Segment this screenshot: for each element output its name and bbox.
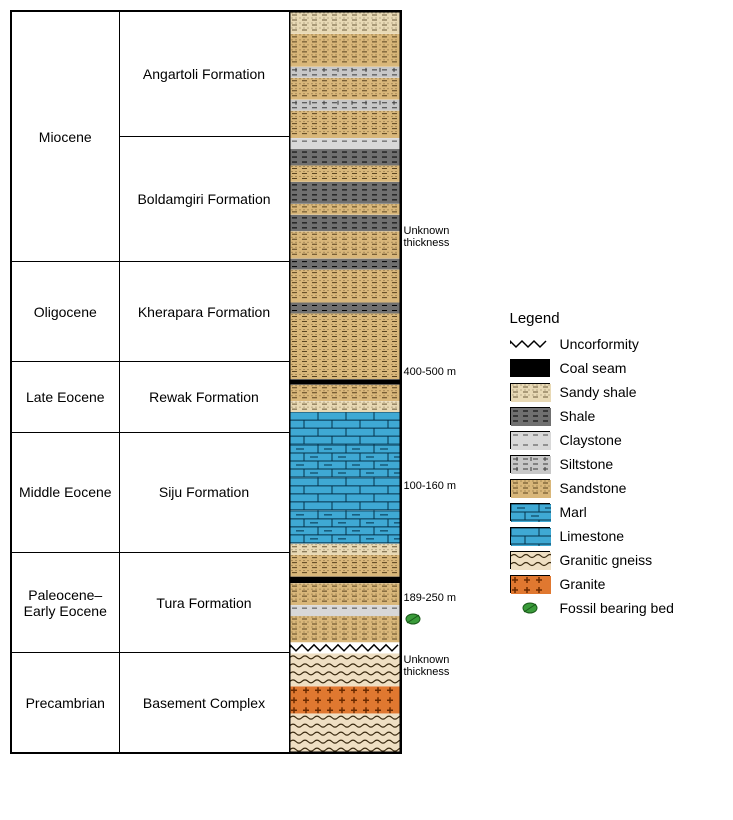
thickness-label: 400-500 m — [404, 366, 457, 378]
legend-swatch-shale — [510, 407, 550, 425]
legend-label: Siltstone — [560, 456, 614, 472]
thickness-column: Unknown thickness 400-500 m 100-160 m 189-2… — [402, 10, 472, 750]
legend-item: Sandstone — [510, 479, 674, 497]
legend-swatch-coal — [510, 359, 550, 377]
legend-swatch-limestone — [510, 527, 550, 545]
legend-label: Uncorformity — [560, 336, 639, 352]
formation-cell: Siju Formation — [119, 432, 289, 552]
legend-label: Claystone — [560, 432, 622, 448]
legend-label: Marl — [560, 504, 587, 520]
legend-label: Sandy shale — [560, 384, 637, 400]
legend-item: Fossil bearing bed — [510, 599, 674, 617]
stratigraphic-column-figure: MioceneAngartoli FormationBoldamgiri For… — [10, 10, 723, 754]
lithology-cell — [289, 11, 401, 753]
legend-label: Granitic gneiss — [560, 552, 653, 568]
legend-item: Claystone — [510, 431, 674, 449]
thickness-label: Unknown thickness — [404, 225, 450, 249]
formation-cell: Kherapara Formation — [119, 262, 289, 362]
legend-item: Sandy shale — [510, 383, 674, 401]
legend-item: Uncorformity — [510, 335, 674, 353]
formation-cell: Boldamgiri Formation — [119, 136, 289, 261]
legend-item: Shale — [510, 407, 674, 425]
thickness-label: 189-250 m — [404, 592, 457, 604]
legend-label: Fossil bearing bed — [560, 600, 674, 616]
legend: Legend Uncorformity Coal seam Sandy shale S… — [510, 310, 674, 623]
legend-item: Limestone — [510, 527, 674, 545]
legend-swatch-granitic_gneiss — [510, 551, 550, 569]
legend-swatch-siltstone — [510, 455, 550, 473]
formation-cell: Rewak Formation — [119, 362, 289, 432]
legend-swatch-claystone — [510, 431, 550, 449]
legend-swatch-fossil — [510, 599, 550, 617]
age-cell: Middle Eocene — [11, 432, 119, 552]
legend-item: Marl — [510, 503, 674, 521]
legend-item: Granitic gneiss — [510, 551, 674, 569]
legend-label: Shale — [560, 408, 596, 424]
formation-cell: Tura Formation — [119, 552, 289, 652]
legend-label: Sandstone — [560, 480, 627, 496]
thickness-label: 100-160 m — [404, 480, 457, 492]
legend-label: Limestone — [560, 528, 625, 544]
legend-swatch-sandstone — [510, 479, 550, 497]
age-cell: Oligocene — [11, 262, 119, 362]
formation-cell: Angartoli Formation — [119, 11, 289, 136]
legend-item: Coal seam — [510, 359, 674, 377]
legend-swatch-unconformity — [510, 335, 550, 353]
legend-swatch-marl — [510, 503, 550, 521]
thickness-label: Unknown thickness — [404, 654, 450, 678]
age-cell: Precambrian — [11, 653, 119, 753]
strat-column-wrapper: MioceneAngartoli FormationBoldamgiri For… — [10, 10, 472, 754]
formation-cell: Basement Complex — [119, 653, 289, 753]
age-cell: Miocene — [11, 11, 119, 262]
legend-label: Granite — [560, 576, 606, 592]
legend-swatch-granite — [510, 575, 550, 593]
strat-table: MioceneAngartoli FormationBoldamgiri For… — [10, 10, 402, 754]
legend-item: Granite — [510, 575, 674, 593]
lithology-column — [290, 12, 400, 752]
legend-item: Siltstone — [510, 455, 674, 473]
legend-swatch-sandy_shale — [510, 383, 550, 401]
age-cell: Late Eocene — [11, 362, 119, 432]
age-cell: Paleocene– Early Eocene — [11, 552, 119, 652]
legend-label: Coal seam — [560, 360, 627, 376]
legend-title: Legend — [510, 310, 674, 327]
fossil-marker-icon — [404, 612, 422, 626]
